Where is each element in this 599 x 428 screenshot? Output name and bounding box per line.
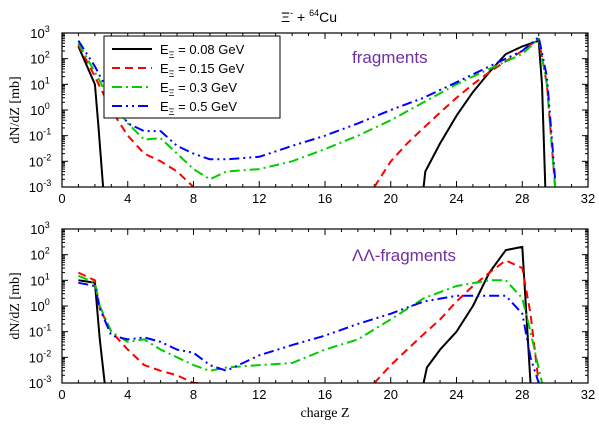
y-tick-label: 101 (30, 271, 49, 288)
x-tick-label: 0 (58, 387, 65, 402)
x-tick-label: 8 (190, 387, 197, 402)
legend-label: EΞ = 0.08 GeV (160, 42, 245, 60)
plot-frame (61, 32, 589, 188)
figure-title: Ξ- + 64Cu (281, 8, 337, 25)
series-line (77, 36, 557, 180)
y-axis-label: dN/dZ [mb] (8, 272, 23, 339)
x-tick-label: 16 (318, 191, 332, 206)
x-axis-label: charge Z (300, 406, 349, 421)
title-mass-number: 64 (309, 8, 319, 18)
y-tick-label: 100 (30, 297, 49, 314)
legend-label: EΞ = 0.15 GeV (160, 61, 245, 79)
plot-frame (61, 228, 589, 384)
y-axis-label: dN/dZ [mb] (8, 76, 23, 143)
y-tick-label: 100 (30, 101, 49, 118)
series-line (422, 39, 547, 187)
series-group (77, 245, 543, 383)
y-tick-label: 10-2 (29, 348, 51, 365)
panel-annotation: fragments (352, 48, 428, 67)
legend-label: EΞ = 0.3 GeV (160, 80, 237, 98)
title-element: Cu (319, 9, 337, 25)
y-tick-label: 10-2 (29, 152, 51, 169)
series-line (373, 259, 540, 383)
series-line (78, 279, 106, 383)
series-line (77, 37, 557, 187)
series-line (77, 44, 195, 187)
panel-fragments: 0 4 8 12 16 20 24 28 32 10-3 10-2 10-1 100 101 102 103 d… (8, 24, 595, 206)
panel-lambda-lambda-fragments: 0 4 8 12 16 20 24 28 32 10-3 10-2 10-1 100 101 102 103 d… (8, 220, 595, 421)
x-tick-label: 28 (515, 191, 529, 206)
x-tick-label: 4 (124, 191, 131, 206)
y-tick-label: 10-3 (29, 178, 51, 195)
x-tick-label: 28 (515, 387, 529, 402)
series-group (77, 36, 557, 187)
x-tick-label: 24 (449, 191, 463, 206)
y-tick-label: 10-1 (29, 127, 51, 144)
y-tick-label: 103 (30, 220, 49, 237)
x-tick-label: 16 (318, 387, 332, 402)
x-tick-label: 20 (384, 191, 398, 206)
y-tick-label: 103 (30, 24, 49, 41)
legend-label: EΞ = 0.5 GeV (160, 99, 237, 117)
series-line (422, 245, 532, 383)
x-tick-label: 32 (581, 191, 595, 206)
panel-annotation: ΛΛ-fragments (352, 246, 456, 265)
y-tick-label: 101 (30, 75, 49, 92)
x-tick-label: 4 (124, 387, 131, 402)
title-particle: Ξ (281, 9, 290, 25)
x-tick-label: 12 (252, 387, 266, 402)
x-tick-label: 32 (581, 387, 595, 402)
y-tick-label: 102 (30, 246, 49, 263)
x-tick-label: 20 (384, 387, 398, 402)
series-line (78, 281, 540, 383)
y-tick-label: 102 (30, 50, 49, 67)
y-tick-label: 10-1 (29, 323, 51, 340)
x-tick-label: 0 (58, 191, 65, 206)
x-tick-label: 24 (449, 387, 463, 402)
y-tick-label: 10-3 (29, 374, 51, 391)
series-line (77, 46, 105, 187)
title-charge: - (290, 8, 293, 18)
x-tick-label: 12 (252, 191, 266, 206)
x-tick-label: 8 (190, 191, 197, 206)
title-plus: + (293, 9, 309, 25)
